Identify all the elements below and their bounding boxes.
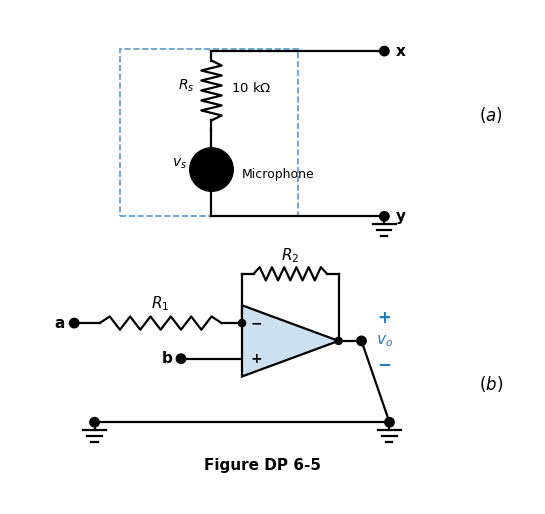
Text: $v_o$: $v_o$ bbox=[376, 333, 393, 348]
Text: −: − bbox=[378, 355, 391, 373]
Bar bbox=[120, 48, 298, 216]
Text: 10 k$\Omega$: 10 k$\Omega$ bbox=[231, 81, 271, 95]
Circle shape bbox=[177, 354, 185, 363]
Text: y: y bbox=[396, 209, 405, 224]
Text: $v_s$: $v_s$ bbox=[172, 156, 187, 171]
Text: $(a)$: $(a)$ bbox=[479, 105, 503, 124]
Circle shape bbox=[238, 320, 246, 327]
Text: Microphone: Microphone bbox=[242, 168, 315, 181]
Text: $R_1$: $R_1$ bbox=[152, 295, 170, 313]
Text: $R_s$: $R_s$ bbox=[178, 77, 195, 94]
Circle shape bbox=[385, 418, 394, 427]
Text: Figure DP 6-5: Figure DP 6-5 bbox=[204, 458, 321, 473]
Text: +: + bbox=[250, 352, 262, 365]
Text: b: b bbox=[161, 351, 172, 366]
Circle shape bbox=[190, 148, 233, 191]
Text: $(b)$: $(b)$ bbox=[479, 374, 503, 394]
Circle shape bbox=[70, 319, 79, 327]
Polygon shape bbox=[242, 305, 338, 376]
Text: $R_2$: $R_2$ bbox=[281, 247, 299, 265]
Circle shape bbox=[357, 336, 366, 345]
Circle shape bbox=[335, 337, 342, 344]
Text: a: a bbox=[55, 316, 65, 331]
Text: x: x bbox=[396, 44, 405, 59]
Text: +: + bbox=[378, 309, 391, 327]
Circle shape bbox=[380, 46, 389, 56]
Circle shape bbox=[380, 212, 389, 221]
Text: −: − bbox=[250, 316, 262, 330]
Circle shape bbox=[90, 418, 99, 427]
Text: +: + bbox=[206, 154, 217, 168]
Text: −: − bbox=[205, 171, 217, 185]
